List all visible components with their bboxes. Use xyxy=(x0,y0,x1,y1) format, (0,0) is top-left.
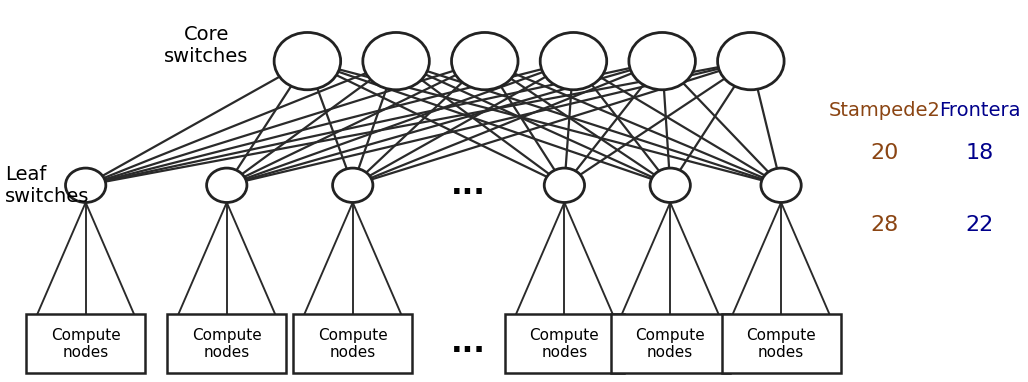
Ellipse shape xyxy=(333,168,373,202)
Ellipse shape xyxy=(451,32,518,90)
Text: 28: 28 xyxy=(871,215,900,235)
Ellipse shape xyxy=(66,168,106,202)
Text: Stampede2: Stampede2 xyxy=(829,101,941,120)
Text: Compute
nodes: Compute nodes xyxy=(318,328,388,360)
Text: Core
switches: Core switches xyxy=(164,25,249,66)
Ellipse shape xyxy=(718,32,784,90)
FancyBboxPatch shape xyxy=(168,314,286,374)
Text: ...: ... xyxy=(451,329,486,358)
Ellipse shape xyxy=(544,168,585,202)
Text: 20: 20 xyxy=(871,143,900,163)
FancyBboxPatch shape xyxy=(611,314,730,374)
Text: 22: 22 xyxy=(965,215,994,235)
Text: Compute
nodes: Compute nodes xyxy=(50,328,120,360)
FancyBboxPatch shape xyxy=(505,314,624,374)
Text: Compute
nodes: Compute nodes xyxy=(746,328,816,360)
Text: Leaf
switches: Leaf switches xyxy=(5,165,89,206)
Text: 18: 18 xyxy=(965,143,994,163)
Text: Compute
nodes: Compute nodes xyxy=(529,328,599,360)
Ellipse shape xyxy=(650,168,691,202)
Text: Compute
nodes: Compute nodes xyxy=(192,328,262,360)
Ellipse shape xyxy=(274,32,340,90)
FancyBboxPatch shape xyxy=(293,314,412,374)
Ellipse shape xyxy=(207,168,247,202)
Ellipse shape xyxy=(363,32,430,90)
Ellipse shape xyxy=(761,168,801,202)
Ellipse shape xyxy=(540,32,607,90)
Ellipse shape xyxy=(629,32,695,90)
Text: ...: ... xyxy=(451,171,486,200)
FancyBboxPatch shape xyxy=(722,314,841,374)
Text: Compute
nodes: Compute nodes xyxy=(635,328,705,360)
FancyBboxPatch shape xyxy=(26,314,145,374)
Text: Frontera: Frontera xyxy=(939,101,1021,120)
